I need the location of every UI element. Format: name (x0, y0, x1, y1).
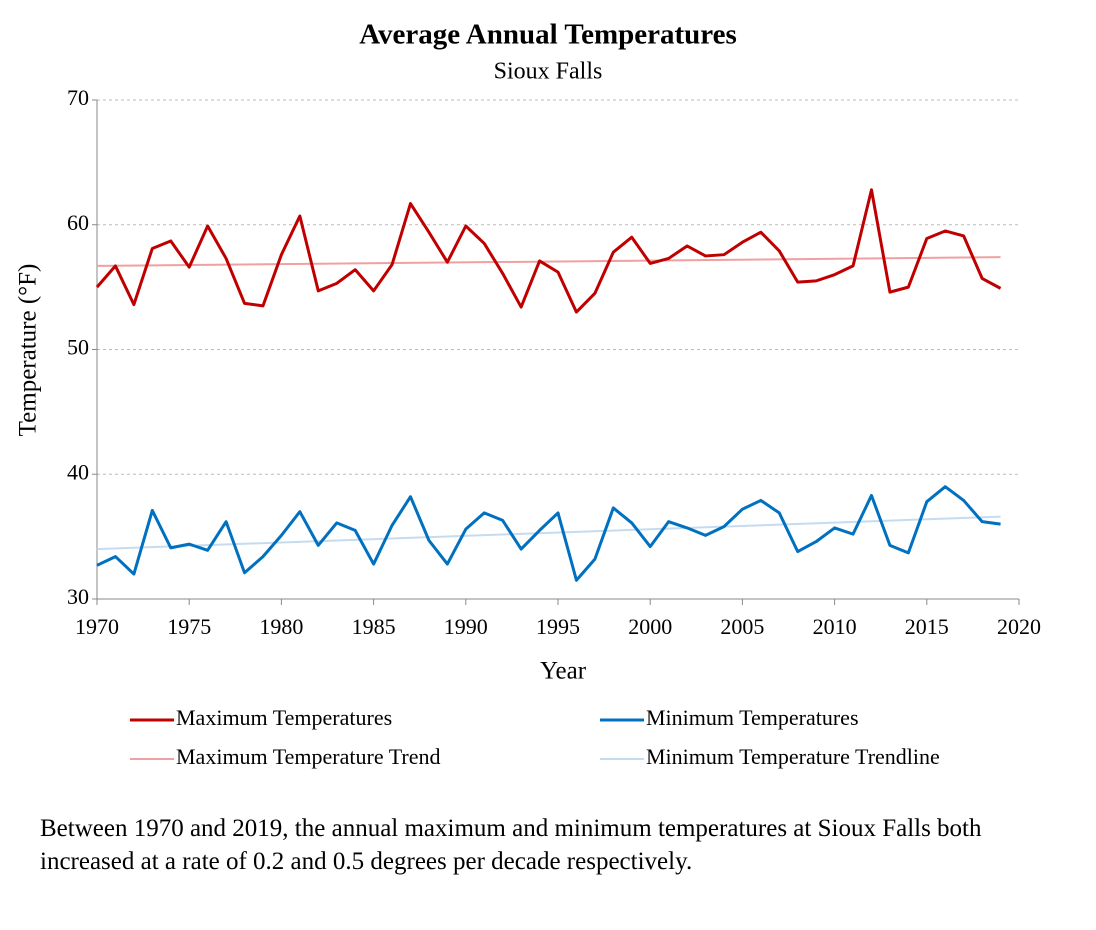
caption: Between 1970 and 2019, the annual maximu… (40, 815, 982, 875)
chart-subtitle: Sioux Falls (494, 59, 603, 85)
x-tick-label: 2005 (720, 614, 764, 639)
series-line (95, 188, 1002, 314)
legend-label: Maximum Temperature Trend (176, 744, 440, 769)
x-tick-label: 2000 (628, 614, 672, 639)
series-line (96, 485, 1001, 582)
series-line (96, 256, 1001, 267)
x-tick-label: 2020 (997, 614, 1041, 639)
x-tick-label: 2015 (905, 614, 949, 639)
y-tick-label: 30 (67, 584, 89, 609)
legend-label: Maximum Temperatures (176, 705, 392, 730)
chart: Average Annual Temperatures Sioux Falls … (15, 19, 1041, 769)
y-tick-label: 50 (67, 335, 89, 360)
y-axis-label: Temperature (°F) (15, 264, 42, 437)
x-tick-label: 2010 (813, 614, 857, 639)
y-tick-label: 60 (67, 210, 89, 235)
x-tick-label: 1985 (352, 614, 396, 639)
x-tick-label: 1980 (259, 614, 303, 639)
series-line (96, 515, 1001, 551)
legend-label: Minimum Temperatures (646, 705, 859, 730)
legend-label: Minimum Temperature Trendline (646, 744, 940, 769)
x-tick-label: 1975 (167, 614, 211, 639)
x-axis-label: Year (540, 658, 587, 685)
y-tick-label: 40 (67, 459, 89, 484)
chart-title: Average Annual Temperatures (359, 19, 737, 51)
x-tick-label: 1990 (444, 614, 488, 639)
x-tick-label: 1995 (536, 614, 580, 639)
x-tick-label: 1970 (75, 614, 119, 639)
y-tick-label: 70 (67, 85, 89, 110)
